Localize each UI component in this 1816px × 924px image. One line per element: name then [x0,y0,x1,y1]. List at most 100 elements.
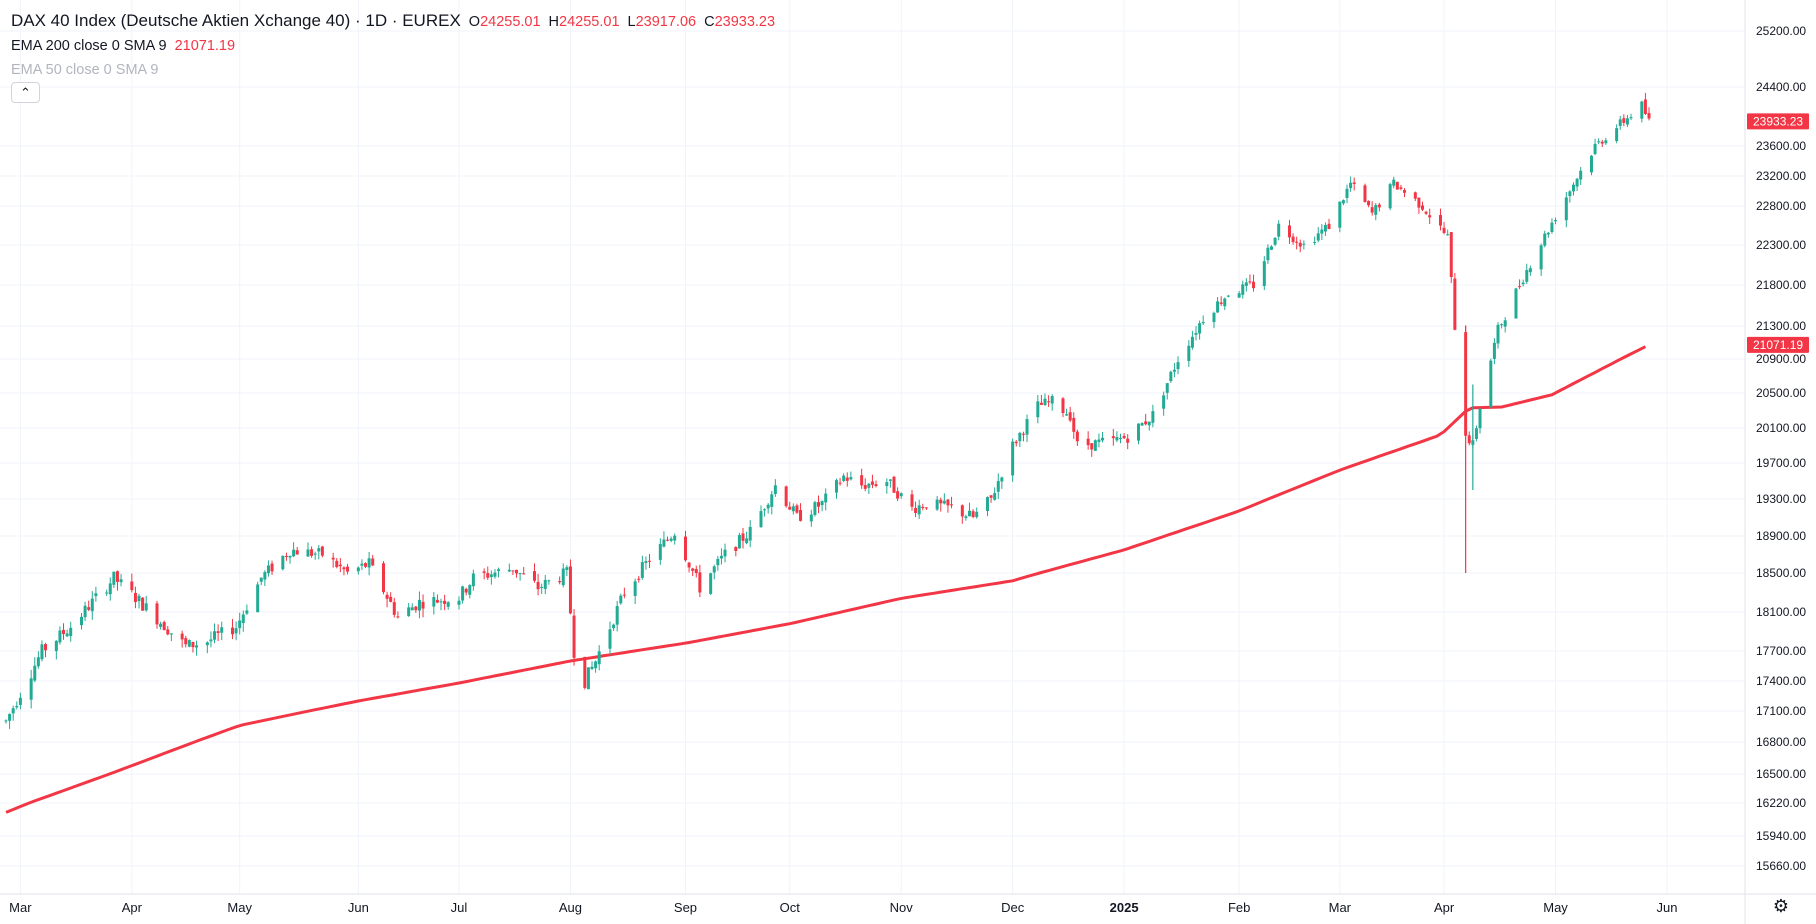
candle-body [799,510,803,521]
candle-body [1198,323,1202,334]
candle-body [723,549,727,557]
candle-body [234,628,238,634]
candle-body [766,504,770,509]
candle-body [1539,245,1543,270]
candle-body [407,607,411,617]
open-value: 24255.01 [480,14,541,30]
candle-body [4,720,8,722]
candle-body [1518,286,1522,288]
y-tick-label: 18500.00 [1756,566,1806,580]
candle-body [443,600,447,605]
candle-body [763,509,767,511]
candle-body [1176,362,1180,370]
candle-body [1000,477,1004,482]
candle-body [1320,229,1324,234]
candle-body [1377,204,1381,208]
candle-body [270,563,274,572]
x-tick-label: Jul [451,900,468,915]
candle-body [914,507,918,513]
candle-body [896,491,900,499]
candle-body [834,480,838,493]
x-tick-label: Mar [9,900,32,915]
ema200-label: EMA 200 close 0 SMA 9 [11,38,167,54]
candle-body [939,499,943,504]
candle-body [989,495,993,498]
candle-body [1043,398,1047,406]
candle-body [996,481,1000,492]
candle-body [1572,184,1576,192]
candle-body [745,538,749,544]
candle-body [867,483,871,488]
candle-body [220,627,224,633]
candle-body [335,560,339,567]
candle-body [1442,227,1446,233]
x-tick-label: 2025 [1110,900,1139,915]
candle-body [489,574,493,578]
candle-body [784,486,788,507]
candle-body [119,579,123,583]
candle-body [421,601,425,609]
candle-body [216,631,220,633]
ema200-layer [5,345,1647,814]
x-tick-label: Sep [674,900,697,915]
candle-body [256,584,260,613]
candle-body [572,615,576,658]
candle-body [1615,128,1619,142]
candle-body [612,624,616,629]
candle-body [892,476,896,493]
candle-body [432,597,436,607]
candle-body [414,606,418,611]
candle-body [263,572,267,580]
candle-body [773,485,777,495]
candle-body [288,555,292,558]
indicator-ema50[interactable]: EMA 50 close 0 SMA 9 [11,58,775,82]
candle-body [662,539,666,547]
candle-body [1438,215,1442,226]
candle-body [1126,438,1130,443]
indicator-ema200[interactable]: EMA 200 close 0 SMA 9 21071.19 [11,34,775,58]
candle-body [870,481,874,485]
candle-body [619,595,623,604]
candle-body [924,507,928,509]
y-tick-label: 17700.00 [1756,644,1806,658]
x-tick-label: Aug [559,900,582,915]
gear-icon[interactable]: ⚙ [1772,895,1790,916]
candle-body [640,562,644,578]
x-tick-label: Nov [890,900,914,915]
candle-body [770,494,774,507]
candle-body [1323,224,1327,232]
candle-body [1352,182,1356,184]
candle-body [874,484,878,487]
candle-body [993,493,997,500]
candle-body [633,581,637,596]
candle-body [1093,440,1097,451]
candle-body [712,566,716,573]
candle-body [79,616,83,626]
candle-body [90,598,94,612]
collapse-legend-button[interactable]: ⌃ [11,82,40,103]
candle-body [392,602,396,615]
candle-body [817,502,821,507]
candle-body [1647,113,1651,119]
price-badge [1747,113,1809,130]
candle-body [40,644,44,660]
candle-body [594,661,598,669]
y-tick-label: 16500.00 [1756,767,1806,781]
symbol-title[interactable]: DAX 40 Index (Deutsche Aktien Xchange 40… [11,11,461,30]
candle-body [935,499,939,510]
x-tick-label: Dec [1001,900,1025,915]
candle-body [1399,187,1403,189]
candle-body [1302,243,1306,245]
candle-body [385,594,389,599]
candle-body [1629,117,1633,119]
candle-body [342,567,346,570]
y-tick-label: 15940.00 [1756,829,1806,843]
candle-body [137,595,141,602]
candle-body [795,505,799,513]
candle-body [1277,223,1281,237]
candle-body [532,571,536,581]
candle-body [1503,320,1507,327]
candle-body [1270,246,1274,250]
candle-body [115,571,119,582]
